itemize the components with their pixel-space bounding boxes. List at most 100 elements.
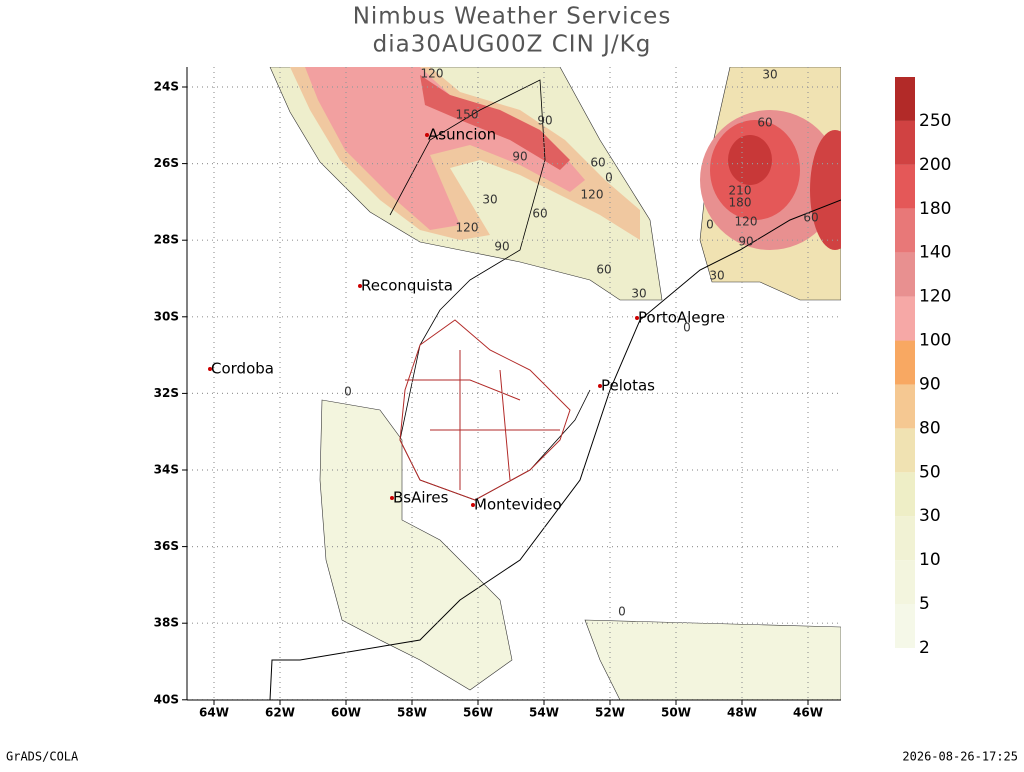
colorbar-label: 50 — [919, 462, 941, 482]
colorbar-box — [895, 208, 915, 253]
contour-label: 90 — [537, 114, 552, 128]
colorbar-box — [895, 340, 915, 385]
lon-tick-label: 48W — [727, 706, 757, 720]
city-dot — [598, 384, 602, 388]
contour-label: 150 — [456, 108, 479, 122]
city-label: PortoAlegre — [638, 309, 725, 327]
shade — [584, 619, 841, 700]
colorbar-label: 2 — [919, 638, 930, 658]
city-label: Montevideo — [474, 496, 562, 514]
contour-label: 90 — [512, 150, 527, 164]
contour-label: 30 — [482, 193, 497, 207]
colorbar-label: 140 — [919, 243, 951, 263]
colorbar-label: 80 — [919, 418, 941, 438]
lat-tick-label: 40S — [154, 692, 179, 706]
contour-label: 0 — [605, 171, 613, 185]
colorbar-box — [895, 252, 915, 297]
lat-tick-label: 30S — [154, 309, 179, 323]
lat-tick-label: 36S — [154, 539, 179, 553]
city-label: Cordoba — [211, 360, 274, 378]
city-dot — [390, 496, 394, 500]
city-dot — [208, 367, 212, 371]
colorbar-box — [895, 120, 915, 165]
contour-label: 30 — [631, 287, 646, 301]
city-dot — [635, 316, 639, 320]
lat-tick-label: 32S — [154, 386, 179, 400]
lat-tick-label: 26S — [154, 156, 179, 170]
colorbar-label: 5 — [919, 594, 930, 614]
shade — [728, 135, 772, 185]
city-label: BsAires — [393, 489, 449, 507]
city-label: Reconquista — [361, 277, 453, 295]
colorbar-box — [895, 296, 915, 341]
contour-label: 180 — [729, 196, 752, 210]
colorbar-box — [895, 604, 915, 648]
title: Nimbus Weather Services — [353, 4, 672, 30]
contour-label: 120 — [581, 188, 604, 202]
city-label: Asuncion — [428, 126, 496, 144]
shade — [305, 67, 585, 230]
colorbar-label: 10 — [919, 550, 941, 570]
city-dot — [471, 503, 475, 507]
contour-label: 30 — [709, 269, 724, 283]
lon-tick-label: 50W — [661, 706, 691, 720]
contour-label: 0 — [618, 605, 626, 619]
map-area: 64W 62W 60W 58W 56W 54W 52W 50W 48W 46W 24S 26S 28S 3… — [154, 67, 841, 720]
colorbar-label: 120 — [919, 287, 951, 307]
contour-label: 0 — [706, 218, 714, 232]
uruguay-borders — [399, 319, 571, 501]
city-dot — [425, 133, 429, 137]
lon-tick-label: 52W — [595, 706, 625, 720]
contour-label: 120 — [421, 67, 444, 81]
footer-right: 2026-08-26-17:25 — [902, 750, 1018, 764]
contour-label: 90 — [494, 240, 509, 254]
colorbar-box — [895, 560, 915, 605]
shade — [319, 399, 513, 691]
coastline — [187, 199, 841, 700]
city-label: Pelotas — [601, 377, 655, 395]
lat-tick-label: 24S — [154, 80, 179, 94]
lon-tick-label: 64W — [199, 706, 229, 720]
colorbar-label: 90 — [919, 374, 941, 394]
colorbar: 2 5 10 30 50 80 90 100 120 140 180 200 250 — [895, 77, 951, 658]
contour-label: 60 — [803, 211, 818, 225]
colorbar-box — [895, 384, 915, 429]
lon-tick-label: 56W — [463, 706, 493, 720]
lat-tick-label: 34S — [154, 463, 179, 477]
contour-label: 60 — [532, 207, 547, 221]
shade — [810, 130, 841, 250]
contour-label: 0 — [344, 385, 352, 399]
contour-label: 90 — [738, 235, 753, 249]
contour-label: 30 — [762, 68, 777, 82]
city-dot — [358, 284, 362, 288]
colorbar-box — [895, 472, 915, 517]
footer-left: GrADS/COLA — [6, 750, 79, 764]
contour-label: 120 — [456, 221, 479, 235]
colorbar-box — [895, 516, 915, 561]
lon-tick-label: 62W — [265, 706, 295, 720]
lon-tick-label: 60W — [331, 706, 361, 720]
lat-tick-label: 38S — [154, 616, 179, 630]
graticule: 64W 62W 60W 58W 56W 54W 52W 50W 48W 46W 24S 26S 28S 3… — [154, 67, 841, 720]
contour-label: 60 — [596, 263, 611, 277]
lon-tick-label: 46W — [793, 706, 823, 720]
contour-label: 60 — [757, 116, 772, 130]
colorbar-box — [895, 164, 915, 209]
colorbar-label: 100 — [919, 331, 951, 351]
lat-tick-label: 28S — [154, 233, 179, 247]
colorbar-label: 250 — [919, 111, 951, 131]
subtitle: dia30AUG00Z CIN J/Kg — [373, 32, 652, 58]
colorbar-label: 180 — [919, 199, 951, 219]
lon-tick-label: 54W — [529, 706, 559, 720]
colorbar-box — [895, 77, 915, 121]
colorbar-label: 200 — [919, 155, 951, 175]
contour-label: 120 — [735, 215, 758, 229]
contour-label: 60 — [590, 156, 605, 170]
shade — [420, 75, 570, 170]
colorbar-box — [895, 428, 915, 473]
lon-tick-label: 58W — [397, 706, 427, 720]
contour-label: 210 — [729, 184, 752, 198]
contour-label: 0 — [683, 321, 691, 335]
colorbar-label: 30 — [919, 506, 941, 526]
